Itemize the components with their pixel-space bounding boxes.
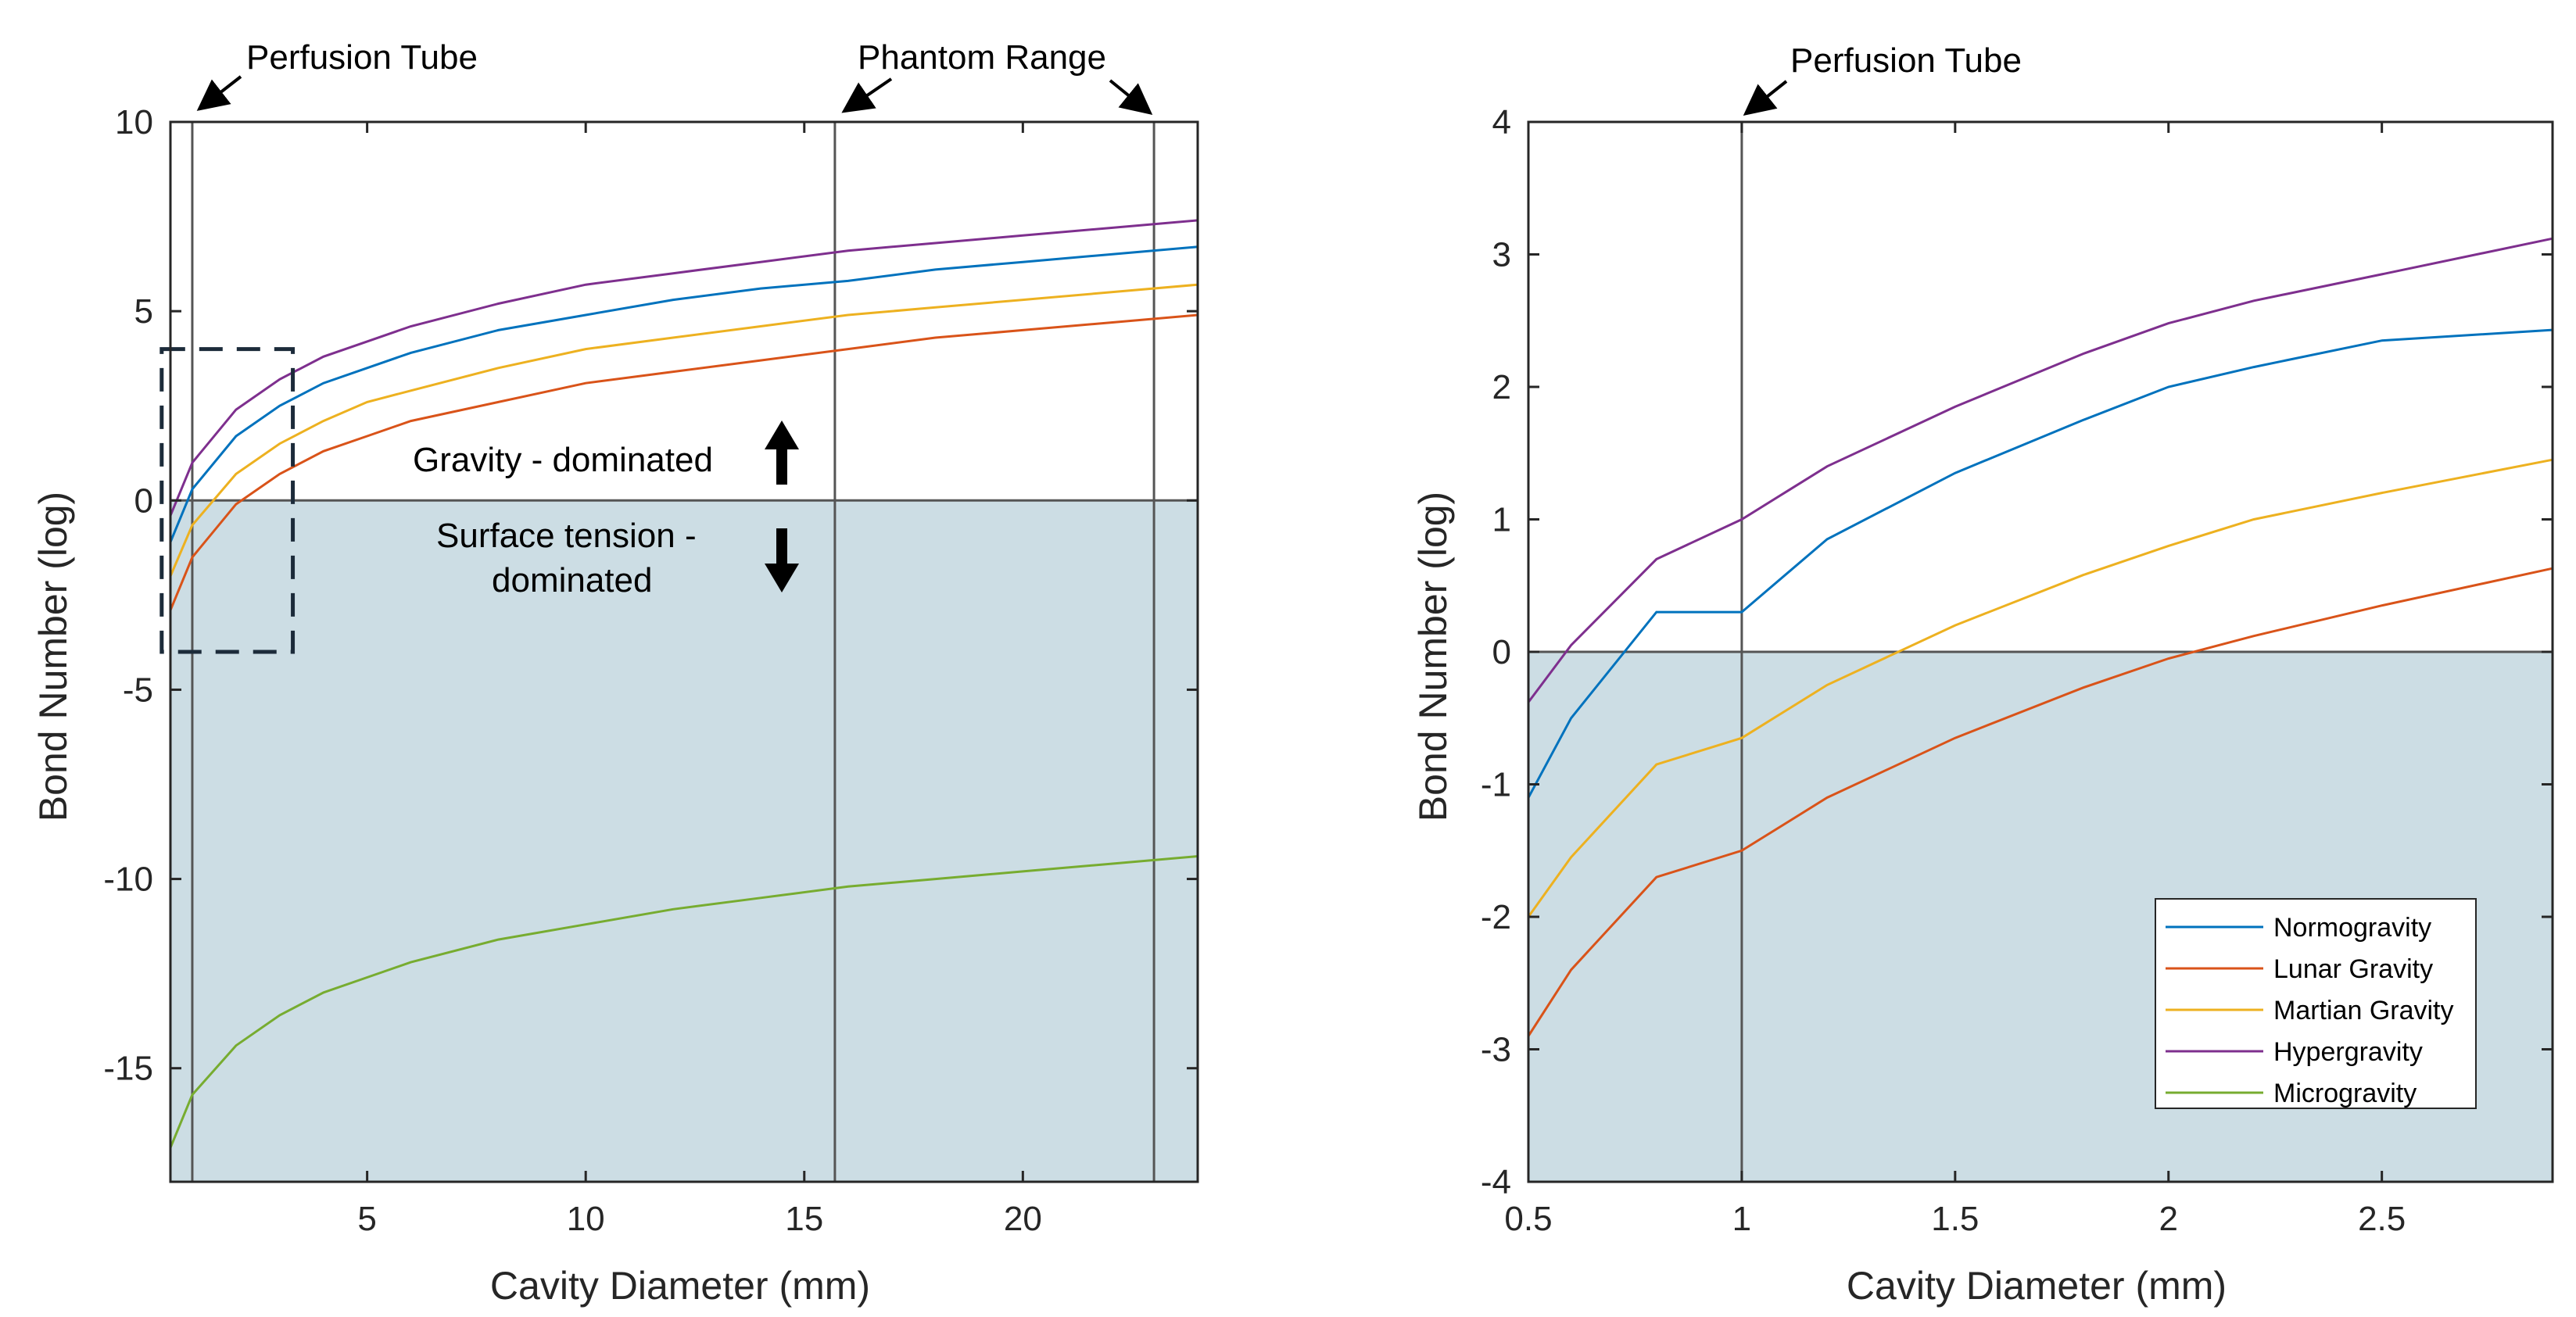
left-ytick-label: -5 <box>123 671 153 709</box>
right-arrow-perfusion-tube <box>1743 80 1788 116</box>
left-annotation-gravity-dominated: Gravity - dominated <box>413 441 713 479</box>
right-plot-x-ticks: 0.5 1 1.5 2 2.5 <box>1504 122 2406 1238</box>
left-xtick-label: 10 <box>567 1200 605 1238</box>
left-plot-x-ticks: 5 10 15 20 <box>357 122 1042 1238</box>
legend-entries: Normogravity Lunar Gravity Martian Gravity… <box>2166 913 2454 1108</box>
left-annotation-phantom-range: Phantom Range <box>858 38 1106 77</box>
left-ytick-label: -10 <box>103 861 153 899</box>
right-ytick-label: 0 <box>1492 633 1511 671</box>
left-plot-series <box>169 219 1198 1148</box>
right-annotation-perfusion-tube: Perfusion Tube <box>1790 41 2022 80</box>
left-xtick-label: 5 <box>357 1200 376 1238</box>
right-plot-y-axis-label: Bond Number (log) <box>1411 492 1455 821</box>
right-xtick-label: 2 <box>2159 1200 2178 1238</box>
left-series-normogravity <box>169 245 1198 543</box>
right-xtick-label: 1.5 <box>1931 1200 1979 1238</box>
arrow-up-icon <box>765 421 799 485</box>
left-arrow-perfusion-tube <box>196 75 242 111</box>
left-plot-y-ticks: 10 5 0 -5 -10 -15 <box>103 103 1198 1088</box>
left-series-hypergravity <box>169 219 1198 517</box>
right-ytick-label: 1 <box>1492 501 1511 539</box>
left-annotation-perfusion-tube: Perfusion Tube <box>246 38 478 77</box>
right-ytick-label: -2 <box>1481 898 1511 936</box>
right-series-lunar-gravity <box>1527 567 2553 1037</box>
right-ytick-label: 4 <box>1492 103 1511 141</box>
left-xtick-label: 20 <box>1004 1200 1042 1238</box>
right-ytick-label: 3 <box>1492 236 1511 274</box>
legend: Normogravity Lunar Gravity Martian Gravity… <box>2155 898 2477 1109</box>
left-annotation-surface-tension-line1: Surface tension - <box>436 517 697 555</box>
left-arrow-phantom-range-1 <box>841 77 893 113</box>
left-plot-shaded-region <box>170 500 1198 1182</box>
left-ytick-label: 0 <box>134 481 153 520</box>
left-ytick-label: 5 <box>134 292 153 331</box>
legend-label-martian-gravity: Martian Gravity <box>2273 996 2454 1025</box>
left-series-martian-gravity <box>169 283 1198 577</box>
right-plot-y-ticks: 4 3 2 1 0 -1 -2 -3 -4 <box>1481 103 2553 1201</box>
right-ytick-label: 2 <box>1492 368 1511 406</box>
left-series-microgravity <box>169 855 1198 1148</box>
right-ytick-label: -1 <box>1481 766 1511 804</box>
left-xtick-label: 15 <box>785 1200 823 1238</box>
right-ytick-label: -3 <box>1481 1031 1511 1069</box>
left-series-lunar-gravity <box>169 313 1198 611</box>
right-xtick-label: 0.5 <box>1504 1200 1552 1238</box>
left-ytick-label: -15 <box>103 1050 153 1088</box>
right-series-hypergravity <box>1527 237 2553 703</box>
left-plot-frame <box>169 120 1199 1183</box>
right-series-martian-gravity <box>1527 458 2553 918</box>
right-xtick-label: 1 <box>1732 1200 1751 1238</box>
left-ytick-label: 10 <box>115 103 153 141</box>
right-ytick-label: -4 <box>1481 1163 1511 1201</box>
left-plot: 10 5 0 -5 -10 -15 5 10 15 20 Cavity Diameter (mm… <box>31 38 1199 1308</box>
legend-label-hypergravity: Hypergravity <box>2273 1037 2423 1067</box>
left-plot-inset-box <box>159 347 296 654</box>
left-annotation-surface-tension-line2: dominated <box>492 561 652 599</box>
arrow-down-icon <box>765 528 799 592</box>
legend-label-microgravity: Microgravity <box>2273 1079 2417 1108</box>
right-series-normogravity <box>1527 328 2553 799</box>
right-plot-series <box>1527 237 2553 1037</box>
left-plot-y-axis-label: Bond Number (log) <box>31 492 75 821</box>
right-plot: 4 3 2 1 0 -1 -2 -3 -4 0.5 1 1.5 2 2.5 Cavity Diamete… <box>1411 41 2554 1308</box>
left-plot-x-axis-label: Cavity Diameter (mm) <box>490 1264 870 1308</box>
right-plot-x-axis-label: Cavity Diameter (mm) <box>1847 1264 2227 1308</box>
legend-box <box>2155 898 2477 1109</box>
left-arrow-phantom-range-2 <box>1109 79 1153 116</box>
legend-label-normogravity: Normogravity <box>2273 913 2431 943</box>
right-xtick-label: 2.5 <box>2358 1200 2406 1238</box>
legend-label-lunar-gravity: Lunar Gravity <box>2273 954 2433 984</box>
